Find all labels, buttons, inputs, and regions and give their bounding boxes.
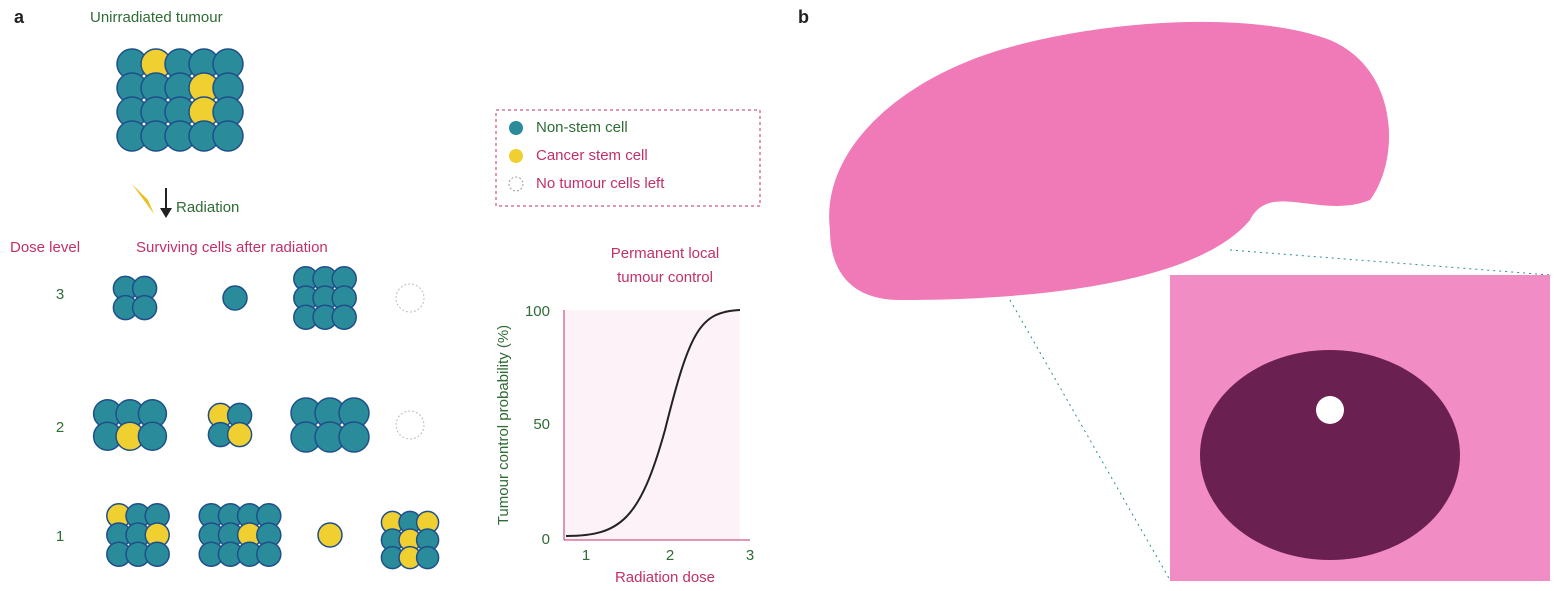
arrow-head xyxy=(160,208,172,218)
dose-level: 1 xyxy=(56,528,64,545)
non-stem-cell xyxy=(332,305,356,329)
panel-label: b xyxy=(798,7,809,27)
y-tick-label: 100 xyxy=(525,303,550,320)
y-tick-label: 0 xyxy=(542,531,550,548)
legend-text: No tumour cells left xyxy=(536,175,665,192)
dark-region xyxy=(1200,350,1460,560)
tumour-title: Unirradiated tumour xyxy=(90,9,223,26)
arrow-label: Radiation xyxy=(176,199,239,216)
non-stem-cell xyxy=(417,547,439,569)
non-stem-cell xyxy=(257,542,281,566)
x-tick-label: 1 xyxy=(582,547,590,564)
legend-swatch xyxy=(509,149,523,163)
dose-level: 2 xyxy=(56,419,64,436)
y-axis-label: Tumour control probability (%) xyxy=(495,325,512,525)
zoom-line xyxy=(1010,300,1170,580)
x-axis-label: Radiation dose xyxy=(615,569,715,586)
lightning xyxy=(132,184,154,214)
y-tick-label: 50 xyxy=(533,416,550,433)
bright-spot xyxy=(1316,396,1344,424)
tissue-section xyxy=(829,22,1389,300)
stem-cell xyxy=(228,423,252,447)
empty-site xyxy=(396,411,424,439)
dose-level: 3 xyxy=(56,286,64,303)
x-tick-label: 3 xyxy=(746,547,754,564)
x-tick-label: 2 xyxy=(666,547,674,564)
legend-swatch xyxy=(509,121,523,135)
plot-title: Permanent local xyxy=(611,245,719,262)
legend-text: Non-stem cell xyxy=(536,119,628,136)
dose-header: Dose level xyxy=(10,239,80,256)
non-stem-cell xyxy=(213,121,243,151)
stem-cell xyxy=(318,523,342,547)
non-stem-cell xyxy=(145,542,169,566)
figure: a Unirradiated tumour Radiation Dose lev… xyxy=(0,0,1554,591)
cells-header: Surviving cells after radiation xyxy=(136,239,328,256)
empty-site xyxy=(396,284,424,312)
plot-area xyxy=(564,310,740,540)
non-stem-cell xyxy=(223,286,247,310)
non-stem-cell xyxy=(138,422,166,450)
legend-text: Cancer stem cell xyxy=(536,147,648,164)
non-stem-cell xyxy=(339,422,369,452)
panel-label: a xyxy=(14,7,25,27)
legend-swatch xyxy=(509,177,523,191)
non-stem-cell xyxy=(133,296,157,320)
plot-title: tumour control xyxy=(617,269,713,286)
zoom-line xyxy=(1230,250,1550,275)
